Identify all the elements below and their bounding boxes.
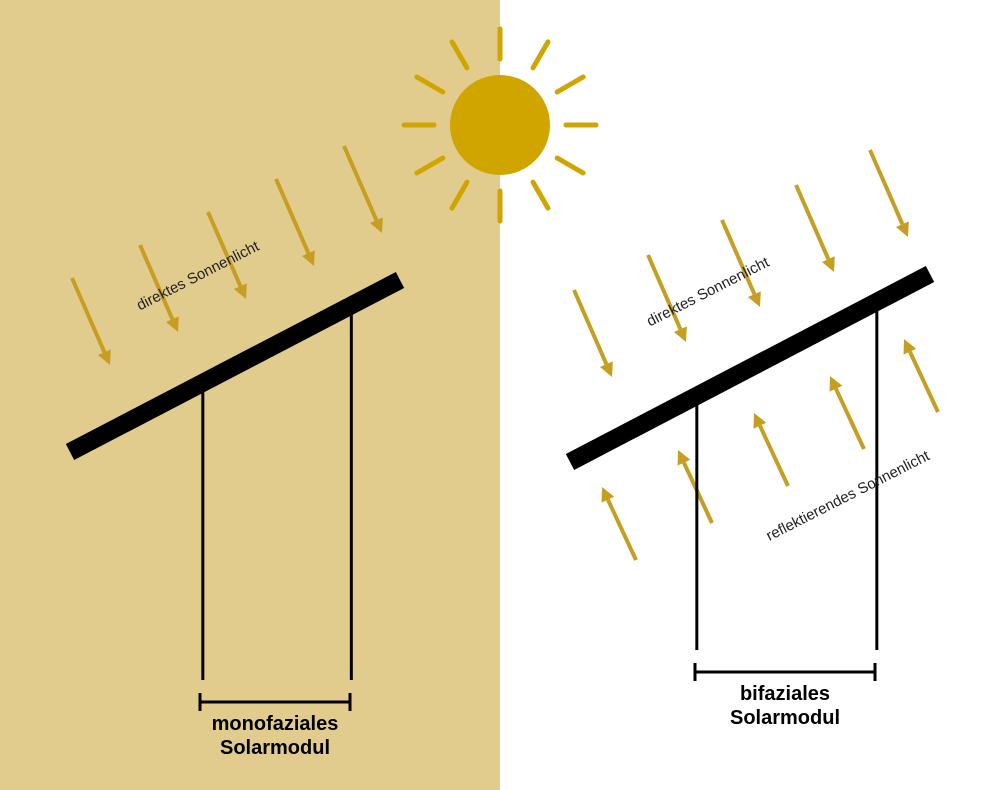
diagram-svg: direktes SonnenlichtmonofazialesSolarmod… xyxy=(0,0,1000,790)
background-left xyxy=(0,0,500,790)
svg-text:Solarmodul: Solarmodul xyxy=(220,737,330,759)
svg-text:monofaziales: monofaziales xyxy=(212,713,339,735)
svg-text:Solarmodul: Solarmodul xyxy=(730,707,840,729)
diagram-root: direktes SonnenlichtmonofazialesSolarmod… xyxy=(0,0,1000,790)
svg-text:bifaziales: bifaziales xyxy=(740,683,830,705)
